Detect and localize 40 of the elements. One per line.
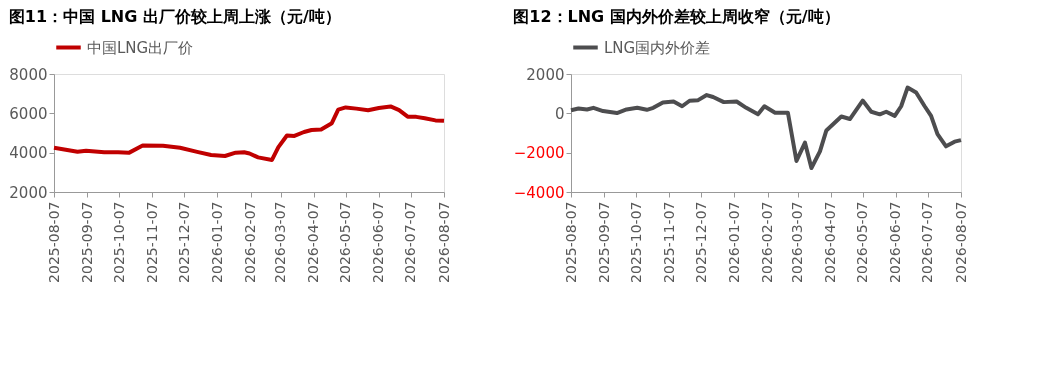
x-tick-label: 2026-04-07: [822, 201, 839, 283]
y-tick-label: 2000: [9, 183, 48, 202]
x-tick-label: 2026-08-07: [435, 201, 452, 283]
y-tick-label: 8000: [9, 65, 48, 84]
line-series: [569, 85, 963, 171]
y-tick-label: 2000: [526, 65, 565, 84]
line-series: [52, 104, 446, 162]
y-tick-label: 4000: [9, 144, 48, 163]
x-tick-label: 2026-06-07: [370, 201, 387, 283]
x-tick-label: 2026-08-07: [952, 201, 969, 283]
x-tick-label: 2025-12-07: [692, 201, 709, 283]
chart-title: 图11：中国 LNG 出厂价较上周上涨（元/吨）: [8, 7, 341, 26]
y-tick-label: 6000: [9, 104, 48, 123]
x-tick-label: 2025-12-07: [175, 201, 192, 283]
x-tick-label: 2025-08-07: [562, 201, 579, 283]
x-tick-label: 2026-05-07: [854, 201, 871, 283]
legend-label: 中国LNG出厂价: [87, 38, 194, 57]
x-tick-label: 2026-05-07: [337, 201, 354, 283]
x-tick-label: 2026-04-07: [305, 201, 322, 283]
y-tick-label: −4000: [513, 183, 565, 202]
x-tick-label: 2026-02-07: [759, 201, 776, 283]
x-tick-label: 2025-10-07: [627, 201, 644, 283]
x-tick-label: 2025-10-07: [110, 201, 127, 283]
x-tick-label: 2026-06-07: [887, 201, 904, 283]
chart-title: 图12：LNG 国内外价差较上周收窄（元/吨）: [513, 7, 840, 26]
x-tick-label: 2025-08-07: [45, 201, 62, 283]
x-tick-label: 2025-11-07: [143, 201, 160, 283]
x-tick-label: 2026-07-07: [402, 201, 419, 283]
x-tick-label: 2025-09-07: [78, 201, 95, 283]
x-tick-label: 2025-11-07: [660, 201, 677, 283]
x-tick-label: 2026-01-07: [208, 201, 225, 283]
x-tick-label: 2026-01-07: [725, 201, 742, 283]
x-tick-label: 2026-03-07: [789, 201, 806, 283]
x-tick-label: 2026-07-07: [919, 201, 936, 283]
y-tick-label: −2000: [513, 144, 565, 163]
x-tick-label: 2026-03-07: [272, 201, 289, 283]
y-tick-label: 0: [554, 104, 565, 123]
x-tick-label: 2026-02-07: [242, 201, 259, 283]
x-tick-label: 2025-09-07: [595, 201, 612, 283]
legend-label: LNG国内外价差: [604, 38, 711, 57]
